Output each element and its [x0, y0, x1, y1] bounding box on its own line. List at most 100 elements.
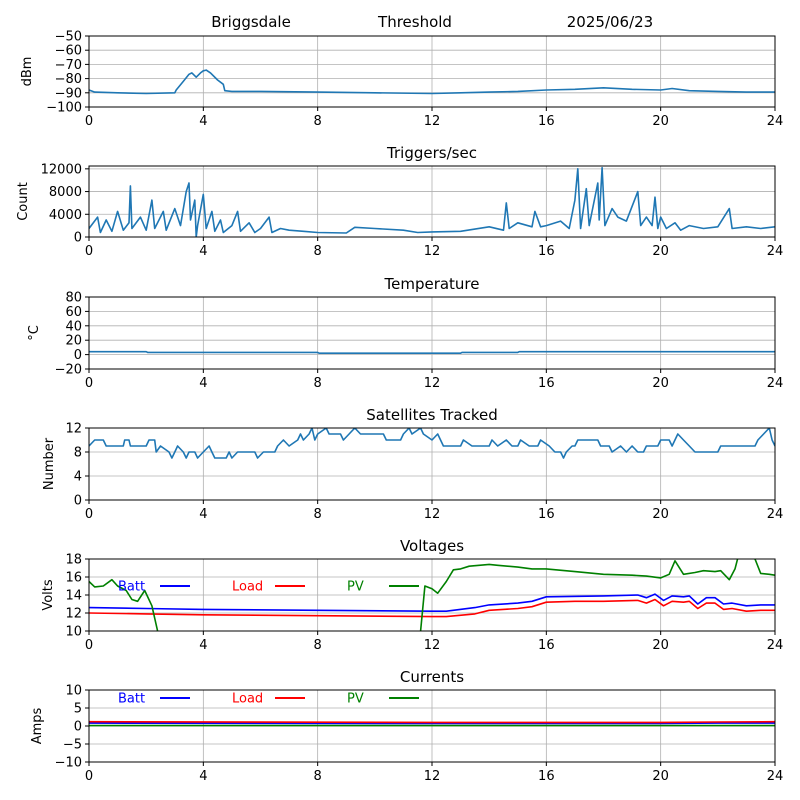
x-tick-label: 4: [199, 507, 207, 522]
y-tick-label: 16: [65, 571, 82, 586]
y-tick-label: 12000: [41, 162, 82, 177]
x-tick-label: 8: [314, 114, 322, 129]
x-tick-label: 12: [424, 114, 441, 129]
x-tick-label: 24: [767, 769, 784, 784]
x-tick-label: 0: [85, 769, 93, 784]
x-tick-label: 16: [538, 769, 555, 784]
y-axis-label: Number: [42, 437, 57, 490]
chart-voltages: 0 4 8 12 16 20 24 10 12 14 16 18 Volts Voltages Batt Lo…: [41, 537, 783, 653]
y-tick-label: −100: [46, 101, 82, 116]
y-tick-label: 4: [74, 470, 82, 485]
x-tick-label: 8: [314, 244, 322, 259]
y-axis-label: dBm: [20, 57, 35, 87]
chart-title: Satellites Tracked: [366, 406, 497, 424]
x-tick-label: 12: [424, 769, 441, 784]
x-tick-label: 24: [767, 507, 784, 522]
y-tick-label: 0: [74, 494, 82, 509]
x-tick-label: 12: [424, 638, 441, 653]
x-tick-label: 8: [314, 638, 322, 653]
x-tick-label: 16: [538, 638, 555, 653]
x-tick-label: 0: [85, 638, 93, 653]
legend-label-batt: Batt: [118, 580, 145, 595]
x-tick-label: 20: [652, 769, 669, 784]
x-tick-label: 8: [314, 507, 322, 522]
x-tick-label: 16: [538, 507, 555, 522]
x-tick-label: 24: [767, 638, 784, 653]
header-mode: Threshold: [377, 13, 452, 31]
y-tick-label: 20: [65, 334, 82, 349]
legend-label-batt: Batt: [118, 692, 145, 707]
series-line-pv: [89, 559, 775, 631]
y-tick-label: −5: [63, 738, 82, 753]
chart-satellites: 0 4 8 12 16 20 24 0 4 8 12 Number Satellites Tracked: [42, 406, 783, 522]
y-tick-label: 40: [65, 319, 82, 334]
series-line-batt: [89, 593, 775, 612]
x-tick-label: 0: [85, 376, 93, 391]
y-tick-label: 0: [74, 720, 82, 735]
chart-threshold: 0 4 8 12 16 20 24 −100−90−80−70−60−50 dBm: [20, 30, 783, 130]
y-tick-label: 12: [65, 607, 82, 622]
series-line-load: [89, 720, 775, 724]
y-tick-label: −60: [55, 44, 82, 59]
legend-label-load: Load: [232, 580, 263, 595]
series-line-temperature: [89, 350, 775, 354]
x-tick-label: 4: [199, 244, 207, 259]
chart-triggers: 0 4 8 12 16 20 24 0 4000 8000 12000 Count Triggers/s…: [16, 144, 783, 259]
x-tick-label: 20: [652, 376, 669, 391]
x-tick-label: 20: [652, 507, 669, 522]
y-tick-label: 8000: [49, 185, 82, 200]
header-date: 2025/06/23: [567, 13, 653, 31]
x-tick-label: 16: [538, 114, 555, 129]
y-axis-label: Volts: [41, 579, 56, 611]
x-tick-label: 0: [85, 114, 93, 129]
header-station: Briggsdale: [211, 13, 291, 31]
x-tick-label: 8: [314, 769, 322, 784]
y-tick-label: 80: [65, 291, 82, 306]
y-axis-label: Amps: [30, 707, 45, 744]
y-tick-label: 8: [74, 446, 82, 461]
y-tick-label: 14: [65, 589, 82, 604]
y-tick-label: 60: [65, 305, 82, 320]
y-tick-label: −90: [55, 86, 82, 101]
chart-title: Voltages: [400, 537, 464, 555]
x-tick-label: 24: [767, 114, 784, 129]
y-axis-label: °C: [27, 325, 42, 341]
legend-label-pv: PV: [347, 692, 364, 707]
x-tick-label: 0: [85, 244, 93, 259]
y-tick-label: −10: [55, 756, 82, 771]
x-tick-label: 24: [767, 244, 784, 259]
x-tick-label: 20: [652, 638, 669, 653]
chart-title: Temperature: [383, 275, 479, 293]
x-tick-label: 24: [767, 376, 784, 391]
x-tick-label: 4: [199, 769, 207, 784]
x-tick-label: 16: [538, 376, 555, 391]
x-tick-label: 20: [652, 114, 669, 129]
legend-label-pv: PV: [347, 580, 364, 595]
chart-currents: 0 4 8 12 16 20 24 −10 −5 0 5 10 Amps Currents Batt Load…: [30, 668, 783, 784]
y-tick-label: −20: [55, 363, 82, 378]
y-tick-label: −70: [55, 58, 82, 73]
chart-title: Currents: [400, 668, 464, 686]
y-tick-label: −80: [55, 72, 82, 87]
y-tick-label: 4000: [49, 208, 82, 223]
series-line-satellites: [89, 428, 775, 459]
y-tick-label: 5: [74, 702, 82, 717]
series-line-load: [89, 598, 775, 618]
x-tick-label: 4: [199, 114, 207, 129]
series-line-triggers: [89, 166, 775, 237]
x-tick-label: 16: [538, 244, 555, 259]
x-tick-label: 20: [652, 244, 669, 259]
x-tick-label: 4: [199, 376, 207, 391]
x-tick-label: 8: [314, 376, 322, 391]
x-tick-label: 12: [424, 376, 441, 391]
y-tick-label: 10: [65, 684, 82, 699]
y-tick-label: 12: [65, 422, 82, 437]
x-tick-label: 4: [199, 638, 207, 653]
y-tick-label: 18: [65, 553, 82, 568]
y-tick-label: 0: [74, 348, 82, 363]
chart-title: Triggers/sec: [386, 144, 477, 162]
y-tick-label: 0: [74, 231, 82, 246]
